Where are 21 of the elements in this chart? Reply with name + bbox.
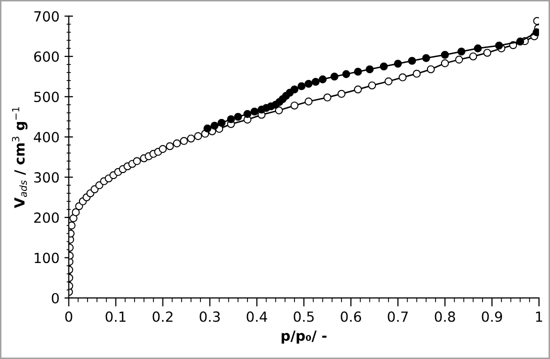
y-tick-label: 100 — [34, 252, 59, 264]
x-tick-label: 0 — [65, 311, 72, 322]
x-tick-label: 0.2 — [152, 311, 172, 322]
y-tick-label: 400 — [34, 132, 59, 142]
x-tick-label: 0.5 — [294, 311, 314, 322]
x-tick-label: 0.8 — [434, 311, 456, 322]
x-tick-label: 1 — [536, 312, 542, 322]
x-tick-label: 0.1 — [106, 311, 126, 322]
y-tick-label: 300 — [34, 172, 59, 183]
x-tick-label: 0.9 — [482, 311, 502, 322]
x-tick-label: 0.4 — [246, 311, 268, 322]
x-tick-label: 0.3 — [200, 311, 220, 322]
y-tick-label: 700 — [34, 11, 59, 22]
x-tick-label: 0.7 — [388, 311, 408, 322]
y-tick-label: 0 — [52, 292, 59, 304]
y-axis-title: V$_{ads}$ / cm$^{3}$ g$^{−1}$ — [12, 107, 28, 208]
y-tick-label: 600 — [34, 51, 59, 62]
x-axis-title: p/p₀/ - — [282, 330, 326, 344]
y-tick-label: 500 — [34, 92, 59, 102]
x-tick-label: 0.6 — [340, 311, 362, 322]
y-tick-label: 200 — [34, 212, 59, 223]
